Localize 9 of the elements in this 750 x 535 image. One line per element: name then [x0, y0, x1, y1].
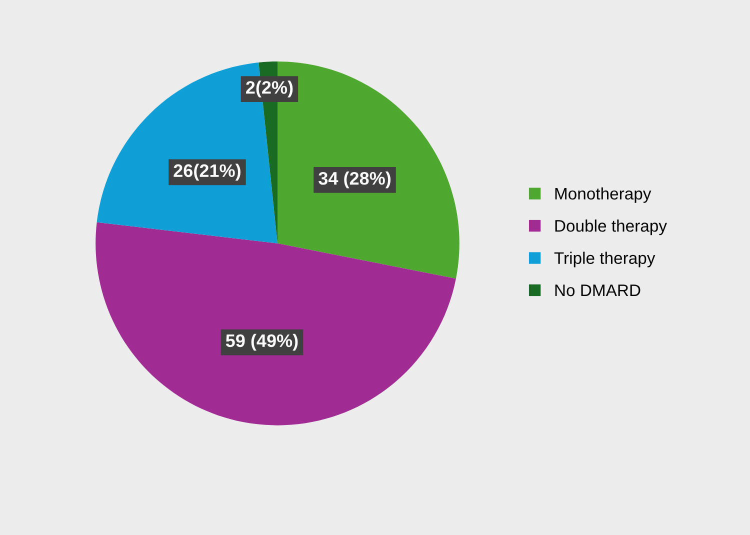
- legend-label: Monotherapy: [555, 187, 652, 203]
- data-label: 26(21%): [174, 164, 240, 181]
- legend-label: No DMARD: [555, 284, 640, 296]
- legend-label: Triple therapy: [554, 252, 656, 268]
- data-label: 59 (49%): [226, 334, 298, 351]
- data-label: 2(2%): [246, 80, 293, 98]
- legend-label: Double therapy: [555, 220, 667, 236]
- pie-slice: [96, 222, 456, 426]
- data-label: 34 (28%): [318, 171, 391, 188]
